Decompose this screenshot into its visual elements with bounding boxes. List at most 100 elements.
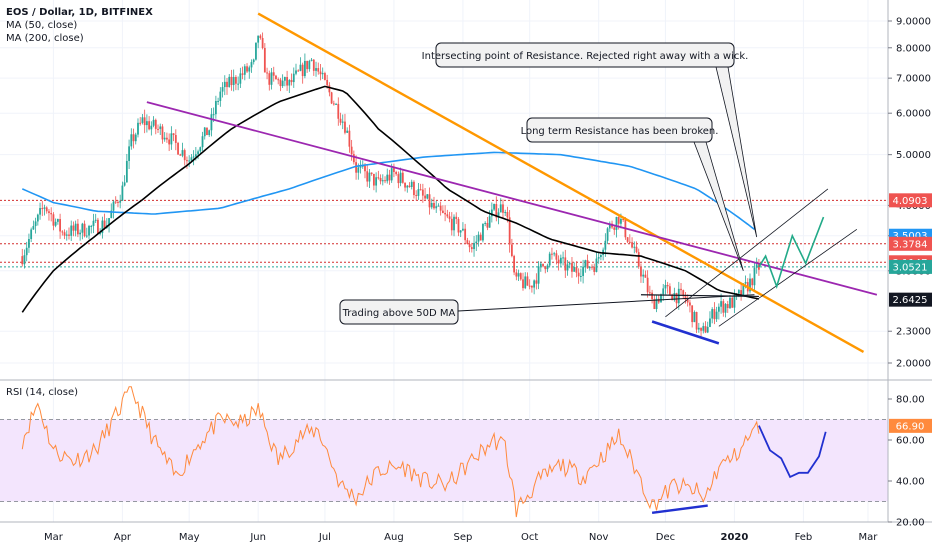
candle-up (733, 295, 736, 308)
candle-down (377, 177, 380, 179)
callout-box (339, 299, 459, 325)
x-tick-label: May (179, 532, 200, 543)
candle-down (45, 207, 48, 212)
candle-down (401, 172, 404, 183)
rsi-last-value-text: 66.90 (896, 421, 925, 432)
candle-up (288, 79, 291, 86)
candle-up (584, 260, 587, 267)
candle-down (495, 204, 498, 218)
candle-down (261, 38, 264, 48)
candle-up (112, 201, 115, 211)
candle-down (154, 119, 157, 129)
candle-up (43, 207, 46, 209)
candle-down (510, 244, 513, 257)
candle-down (413, 181, 415, 196)
annotation-callout[interactable]: Intersecting point of Resistance. Reject… (422, 42, 758, 238)
candle-up (321, 73, 324, 75)
candle-up (482, 223, 484, 241)
candle-up (315, 68, 317, 71)
candle-up (119, 200, 122, 203)
candle-down (186, 160, 188, 162)
candle-down (528, 285, 531, 287)
ma50-line (21, 85, 760, 313)
candle-up (588, 266, 591, 269)
candle-up (56, 219, 59, 222)
candle-up (299, 64, 302, 71)
candle-up (25, 247, 28, 256)
candle-down (263, 47, 266, 73)
candle-up (94, 219, 97, 221)
x-tick-label: Apr (114, 532, 132, 543)
candle-up (201, 136, 204, 148)
candle-up (539, 263, 542, 267)
candle-down (722, 301, 725, 313)
candle-up (219, 91, 222, 101)
annotations[interactable]: Intersecting point of Resistance. Reject… (339, 42, 758, 325)
candle-down (457, 219, 460, 233)
candle-up (217, 100, 220, 102)
rsi-legend-label[interactable]: RSI (14, close) (6, 387, 79, 398)
candle-down (644, 274, 647, 278)
candle-down (726, 304, 729, 309)
annotation-callout[interactable]: Long term Resistance has been broken. (521, 117, 744, 271)
x-tick-label: Mar (859, 532, 879, 543)
candle-up (537, 266, 540, 284)
candle-down (312, 59, 315, 71)
candle-up (697, 327, 700, 330)
candle-down (395, 172, 398, 175)
annotation-callout[interactable]: Trading above 50D MA (339, 294, 755, 325)
candle-up (23, 255, 26, 265)
candle-up (673, 293, 676, 301)
candle-up (283, 77, 286, 81)
candle-down (680, 288, 682, 291)
candle-down (408, 185, 411, 187)
candle-up (101, 220, 104, 234)
candle-up (662, 288, 665, 295)
x-tick-label: Sep (453, 532, 472, 543)
candle-down (148, 121, 151, 130)
ma50-legend[interactable]: MA (50, close) (6, 20, 78, 31)
candle-down (617, 216, 620, 224)
price-projection-path (758, 216, 825, 290)
candle-up (559, 257, 562, 264)
support-50d-trendline (640, 294, 759, 298)
candle-up (453, 216, 455, 231)
ma200-legend[interactable]: MA (200, close) (6, 33, 84, 44)
y-tick-label: 6.0000 (896, 109, 931, 120)
candle-up (410, 181, 413, 187)
rsi-band-fill (0, 419, 888, 502)
candle-up (633, 246, 636, 248)
candle-down (421, 189, 424, 196)
candle-up (190, 157, 193, 161)
symbol-title[interactable]: EOS / Dollar, 1D, BITFINEX (6, 7, 153, 18)
x-tick-label: Jun (249, 532, 266, 543)
candle-up (188, 160, 191, 162)
candle-down (464, 228, 467, 241)
x-tick-label: Feb (795, 532, 813, 543)
candle-up (212, 114, 215, 116)
candle-down (635, 246, 638, 253)
candle-up (248, 67, 251, 72)
candle-down (704, 326, 707, 333)
candle-down (415, 195, 418, 197)
candle-up (85, 235, 88, 237)
price-label-tag (889, 292, 932, 307)
candle-up (724, 304, 727, 313)
y-tick-label: 7.0000 (896, 74, 931, 85)
candle-up (141, 117, 144, 123)
candle-down (139, 122, 142, 124)
candle-down (328, 85, 331, 93)
price-label-tag (889, 259, 932, 274)
candle-up (346, 130, 349, 133)
trendlines[interactable] (146, 12, 878, 353)
candle-up (642, 274, 645, 277)
price-legend: EOS / Dollar, 1D, BITFINEX MA (50, close… (6, 6, 153, 45)
candle-down (166, 137, 168, 140)
rsi-projection-path (758, 425, 827, 479)
candle-down (593, 266, 596, 272)
candle-up (134, 134, 137, 142)
candle-down (433, 203, 435, 209)
candle-down (446, 214, 449, 217)
candle-up (210, 114, 213, 131)
